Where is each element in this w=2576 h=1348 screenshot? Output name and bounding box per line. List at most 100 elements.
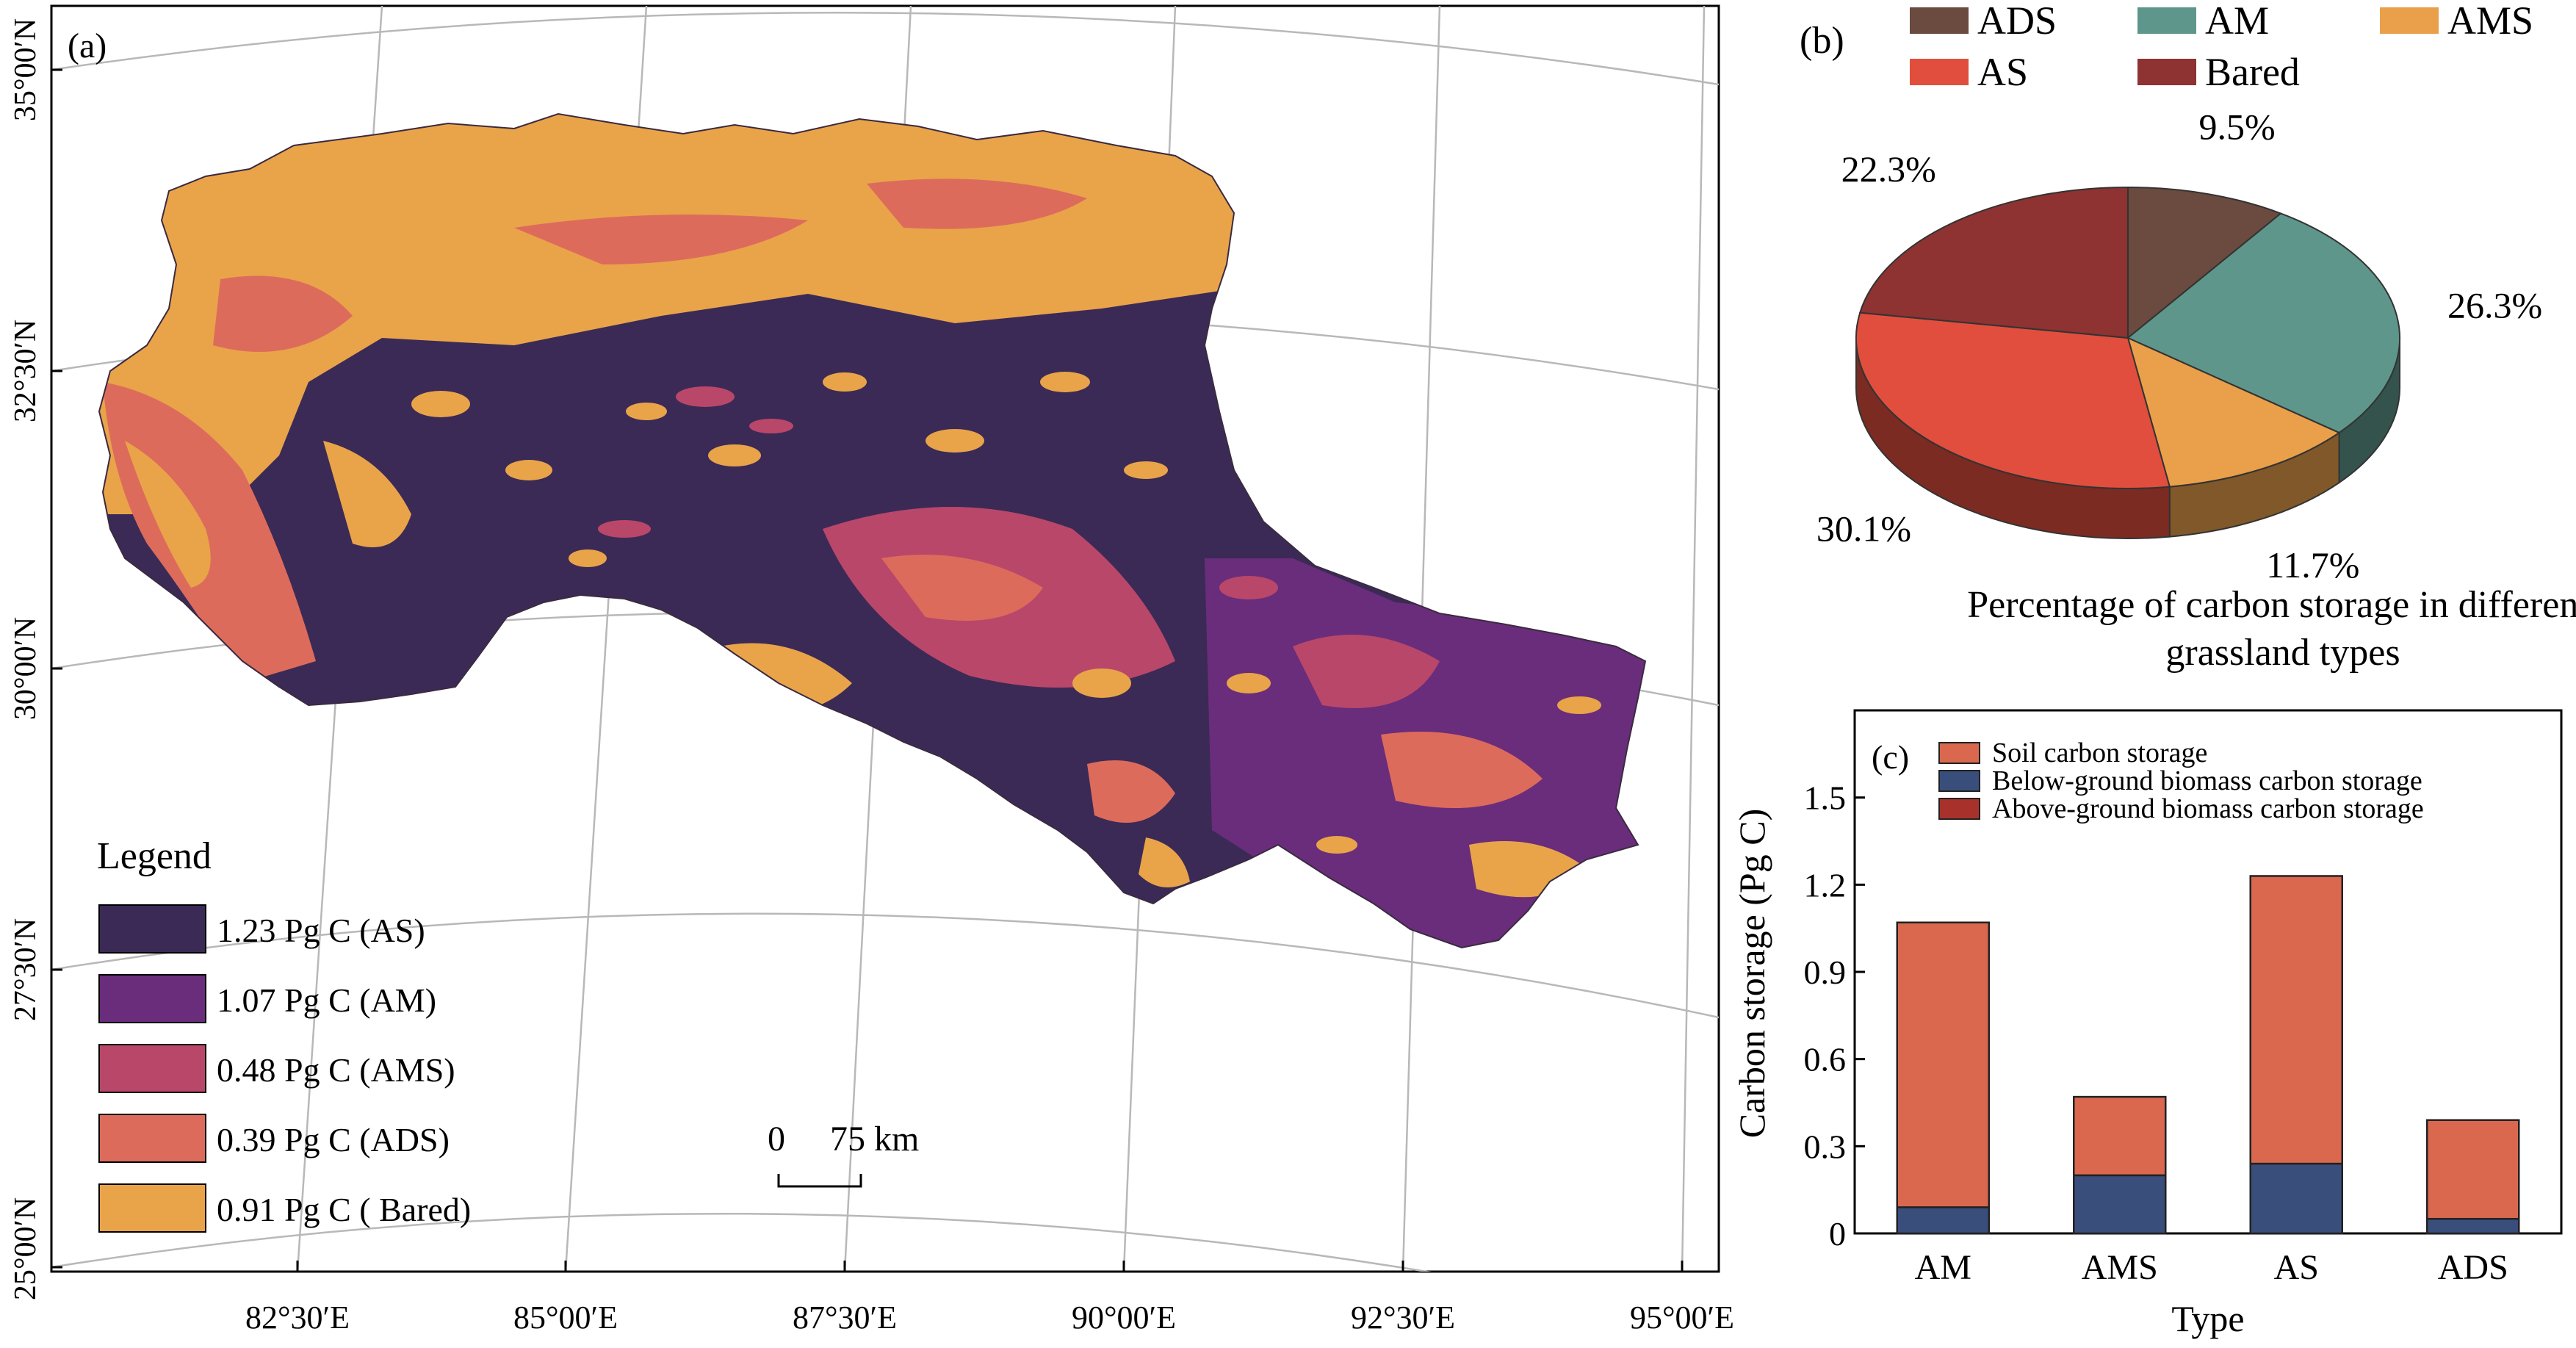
bar-bars [1896, 875, 2520, 1235]
x-tick-label: ADS [2438, 1248, 2508, 1287]
pie-legend-item: AM [2137, 0, 2269, 43]
lon-label: 95°00′E [1630, 1300, 1734, 1336]
pie-title: Percentage of carbon storage in differen… [1967, 584, 2576, 674]
legend-label: 1.07 Pg C (AM) [217, 981, 436, 1019]
y-tick-label: 1.5 [1804, 779, 1847, 817]
legend-swatch [98, 1044, 206, 1093]
bar-legend-label: Below-ground biomass carbon storage [1992, 765, 2422, 796]
pie-slice-as [1855, 311, 2171, 489]
y-tick-label: 0.6 [1804, 1041, 1847, 1078]
bar-ams-0 [2073, 1095, 2167, 1177]
pie-legend-swatch [2380, 7, 2439, 34]
legend-item: 1.07 Pg C (AM) [98, 974, 436, 1023]
bar-am-0 [1896, 921, 1990, 1208]
bar-legend-label: Soil carbon storage [1992, 738, 2207, 768]
pie-label-am: 26.3% [2447, 284, 2542, 325]
pie-legend-label: AS [1977, 50, 2028, 94]
map-legend: Legend 1.23 Pg C (AS) 1.07 Pg C (AM) 0.4… [97, 835, 471, 1233]
pie-legend-swatch [1910, 59, 1969, 85]
legend-swatch [98, 974, 206, 1023]
legend-swatch [98, 1183, 206, 1233]
x-tick-label: AMS [2082, 1248, 2158, 1287]
bar-legend-item: Below-ground biomass carbon storage [1938, 765, 2422, 796]
pie-label-ams: 11.7% [2266, 544, 2359, 585]
legend-swatch [98, 904, 206, 954]
y-tick-label: 0 [1829, 1215, 1846, 1253]
legend-label: 0.91 Pg C ( Bared) [217, 1191, 471, 1228]
lon-label: 82°30′E [245, 1300, 350, 1336]
lat-label: 30°00′N [9, 617, 43, 720]
map-ticks [51, 68, 1684, 1272]
legend-label: 0.39 Pg C (ADS) [217, 1121, 450, 1158]
lon-label: 92°30′E [1351, 1300, 1455, 1336]
lat-label: 32°30′N [9, 320, 43, 422]
bar-legend-swatch [1938, 798, 1980, 820]
latitude-labels: 35°00′N 32°30′N 30°00′N 27°30′N 25°00′N [9, 18, 43, 1300]
bar-legend-swatch [1938, 770, 1980, 792]
x-tick-label: AM [1915, 1248, 1971, 1287]
longitude-labels: 82°30′E 85°00′E 87°30′E 90°00′E 92°30′E … [245, 1300, 1734, 1336]
lon-label: 87°30′E [793, 1300, 897, 1336]
legend-item: 0.39 Pg C (ADS) [98, 1114, 450, 1163]
pie-legend-item: AMS [2380, 0, 2533, 43]
bar-as-0 [2249, 875, 2343, 1165]
pie-legend-label: AM [2205, 0, 2269, 43]
pie-slice-bared [1858, 186, 2129, 339]
pie-slice-ads [2127, 186, 2283, 340]
pie-body [1855, 186, 2400, 539]
lat-label: 35°00′N [9, 18, 43, 121]
lat-label: 25°00′N [9, 1197, 43, 1300]
pie-label-ads: 9.5% [2199, 106, 2276, 147]
bar-legend-swatch [1938, 742, 1980, 764]
scale-text: 75 km [830, 1120, 919, 1158]
y-tick-label: 0.9 [1804, 954, 1847, 991]
bar-legend-item: Soil carbon storage [1938, 738, 2207, 768]
legend-label: 1.23 Pg C (AS) [217, 912, 425, 949]
pie-title-line-2: grassland types [2165, 632, 2400, 674]
lon-label: 90°00′E [1072, 1300, 1176, 1336]
pie-legend: ADS AM AMS AS Bared [1910, 0, 2533, 94]
scale-zero: 0 [768, 1120, 785, 1158]
pie-legend-swatch [2137, 59, 2196, 85]
panel-a-label: (a) [68, 26, 107, 65]
lat-label: 27°30′N [9, 918, 43, 1021]
y-tick-label: 1.2 [1804, 866, 1847, 904]
bar-xlabel: Type [2171, 1298, 2244, 1339]
pie-legend-item: AS [1910, 50, 2028, 94]
legend-label: 0.48 Pg C (AMS) [217, 1051, 455, 1089]
bar-as-1 [2249, 1162, 2343, 1235]
map-panel: (a) 35°00′N 32°30′N 30°00′N 27°30′N 25°0… [9, 4, 1734, 1336]
scale-bar: 0 75 km [768, 1120, 919, 1188]
bar-am-1 [1896, 1206, 1990, 1235]
bar-ams-1 [2073, 1174, 2167, 1235]
legend-title: Legend [97, 835, 212, 877]
pie-legend-label: AMS [2447, 0, 2533, 43]
pie-labels: 9.5% 26.3% 11.7% 30.1% 22.3% [1816, 106, 2542, 585]
bar-axis: 0 0.3 0.6 0.9 1.2 1.5 AM AMS AS ADS [1804, 779, 2508, 1287]
pie-title-line-1: Percentage of carbon storage in differen… [1967, 584, 2576, 626]
pie-slice-am [2126, 212, 2400, 434]
pie-legend-item: ADS [1910, 0, 2057, 43]
pie-chart-panel: (b) ADS AM AMS AS Bared 9.5% 26.3% 11.7% 30.1% 2… [1800, 0, 2576, 674]
legend-item: 1.23 Pg C (AS) [98, 904, 425, 954]
pie-label-as: 30.1% [1816, 508, 1911, 549]
bar-chart-panel: (c) 0 0.3 0.6 0.9 1.2 1.5 AM AMS AS ADS Soil carb… [1731, 709, 2563, 1339]
pie-legend-swatch [1910, 7, 1969, 34]
pie-label-bared: 22.3% [1841, 148, 1936, 190]
bar-legend-label: Above-ground biomass carbon storage [1992, 793, 2424, 824]
bar-ads-0 [2426, 1119, 2520, 1220]
lon-label: 85°00′E [513, 1300, 618, 1336]
bar-legend-item: Above-ground biomass carbon storage [1938, 793, 2424, 824]
pie-legend-label: Bared [2205, 50, 2300, 94]
pie-legend-swatch [2137, 7, 2196, 34]
pie-slice-ams [2126, 336, 2341, 488]
bar-ylabel: Carbon storage (Pg C) [1731, 809, 1772, 1139]
bar-ads-1 [2426, 1217, 2520, 1235]
panel-b-label: (b) [1800, 20, 1844, 62]
legend-swatch [98, 1114, 206, 1163]
pie-legend-item: Bared [2137, 50, 2300, 94]
legend-item: 0.91 Pg C ( Bared) [98, 1183, 471, 1233]
x-tick-label: AS [2274, 1248, 2319, 1287]
